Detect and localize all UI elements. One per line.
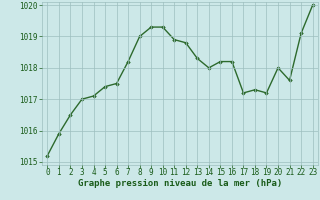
X-axis label: Graphe pression niveau de la mer (hPa): Graphe pression niveau de la mer (hPa) [78,179,282,188]
